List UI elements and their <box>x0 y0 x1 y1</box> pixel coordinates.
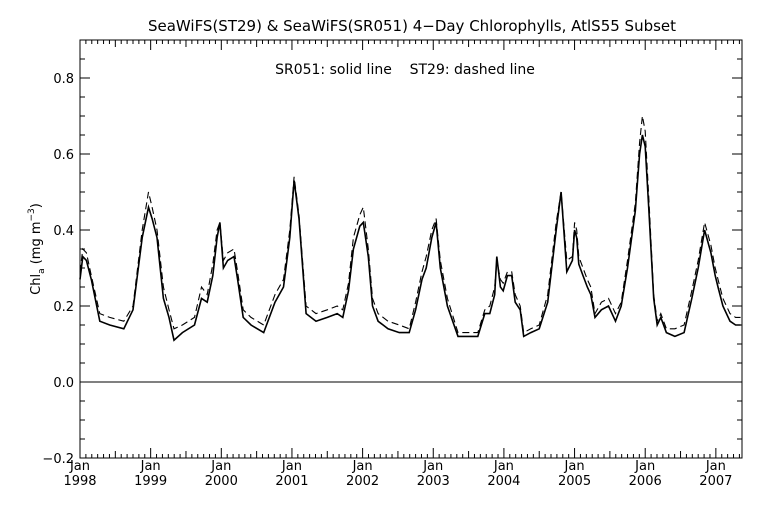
x-tick-label-year: 2007 <box>699 474 732 489</box>
series-line-st29 <box>79 115 741 334</box>
x-tick-label-year: 2000 <box>205 474 238 489</box>
y-tick-label: 0.2 <box>53 300 74 315</box>
x-tick-label-month: Jan <box>140 459 161 474</box>
x-tick-label-year: 1998 <box>63 474 96 489</box>
y-axis: −0.2 0.0 0.2 0.4 0.6 0.8 <box>42 39 742 467</box>
y-axis-label: Chla (mg m−3) <box>27 203 47 295</box>
y-tick-label: 0.6 <box>53 148 74 163</box>
x-axis: Jan1998Jan1999Jan2000Jan2001Jan2002Jan20… <box>63 40 740 489</box>
x-tick-label-year: 2005 <box>558 474 591 489</box>
y-axis-label-sub: a <box>37 268 47 274</box>
x-tick-label-year: 2002 <box>346 474 379 489</box>
x-tick-label-month: Jan <box>634 459 655 474</box>
y-tick-label: 0.4 <box>53 224 74 239</box>
y-tick-label: −0.2 <box>42 452 74 467</box>
x-tick-label-month: Jan <box>210 459 231 474</box>
y-axis-label-main: Chl <box>29 274 44 295</box>
plot-frame <box>79 39 743 459</box>
y-axis-label-sup: −3 <box>27 208 37 221</box>
series-group <box>79 115 741 342</box>
x-tick-label-month: Jan <box>281 459 302 474</box>
x-tick-label-year: 2004 <box>487 474 520 489</box>
chart-annotation: SR051: solid line ST29: dashed line <box>275 62 535 78</box>
x-tick-label-month: Jan <box>352 459 373 474</box>
chart-title: SeaWiFS(ST29) & SeaWiFS(SR051) 4−Day Chl… <box>148 17 676 35</box>
x-tick-label-month: Jan <box>493 459 514 474</box>
y-tick-label: 0.8 <box>53 72 74 87</box>
x-tick-label-year: 2003 <box>417 474 450 489</box>
y-tick-label: 0.0 <box>53 376 74 391</box>
x-tick-label-year: 2001 <box>275 474 308 489</box>
series-line-sr051 <box>79 134 741 342</box>
x-tick-label-year: 2006 <box>629 474 662 489</box>
y-axis-label-close: ) <box>29 203 44 208</box>
x-tick-label-year: 1999 <box>134 474 167 489</box>
x-tick-label-month: Jan <box>705 459 726 474</box>
x-tick-label-month: Jan <box>69 459 90 474</box>
x-tick-label-month: Jan <box>422 459 443 474</box>
y-axis-label-unit: (mg m <box>29 221 44 268</box>
x-tick-label-month: Jan <box>564 459 585 474</box>
